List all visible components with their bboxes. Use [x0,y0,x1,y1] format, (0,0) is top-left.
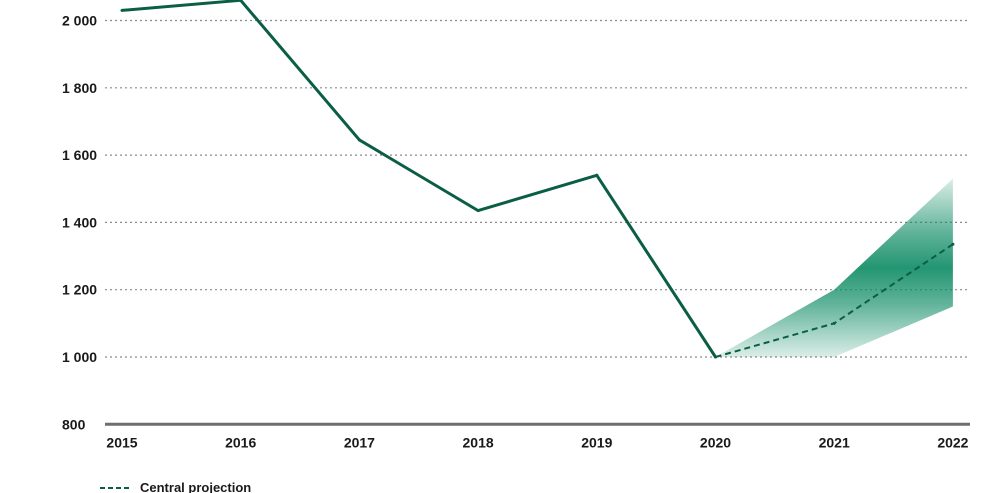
data-point-2016 [239,0,243,2]
projection-uncertainty-band [715,178,953,357]
series-lines [120,0,955,359]
data-point-2019 [595,173,599,177]
y-axis-ticks: 800 1 000 1 200 1 400 1 600 1 800 2 000 [62,13,97,433]
projection-point-2022 [951,242,955,246]
data-point-2015 [120,8,124,12]
y-tick-label-2000: 2 000 [62,13,97,29]
x-tick-label-2019: 2019 [581,434,612,450]
x-tick-label-2022: 2022 [937,434,968,450]
data-point-2018 [476,209,480,213]
projection-point-2021 [832,321,836,325]
x-tick-label-2018: 2018 [463,434,494,450]
y-tick-label-1000: 1 000 [62,349,97,365]
x-tick-label-2015: 2015 [106,434,137,450]
x-axis-ticks: 2015 2016 2017 2018 2019 2020 2021 2022 [106,434,968,450]
y-tick-label-800: 800 [62,416,86,432]
x-tick-label-2016: 2016 [225,434,256,450]
y-tick-label-1600: 1 600 [62,147,97,163]
legend-label-projection: Central projection [140,480,251,493]
x-tick-label-2017: 2017 [344,434,375,450]
x-tick-label-2020: 2020 [700,434,731,450]
historical-line [121,0,717,358]
projection-point-2020 [714,355,717,359]
y-tick-label-1800: 1 800 [62,80,97,96]
projection-band [715,178,953,357]
y-tick-label-1200: 1 200 [62,282,97,298]
legend: Central projection [100,480,251,493]
y-tick-label-1400: 1 400 [62,214,97,230]
data-point-2017 [357,138,361,142]
x-tick-label-2021: 2021 [819,434,850,450]
